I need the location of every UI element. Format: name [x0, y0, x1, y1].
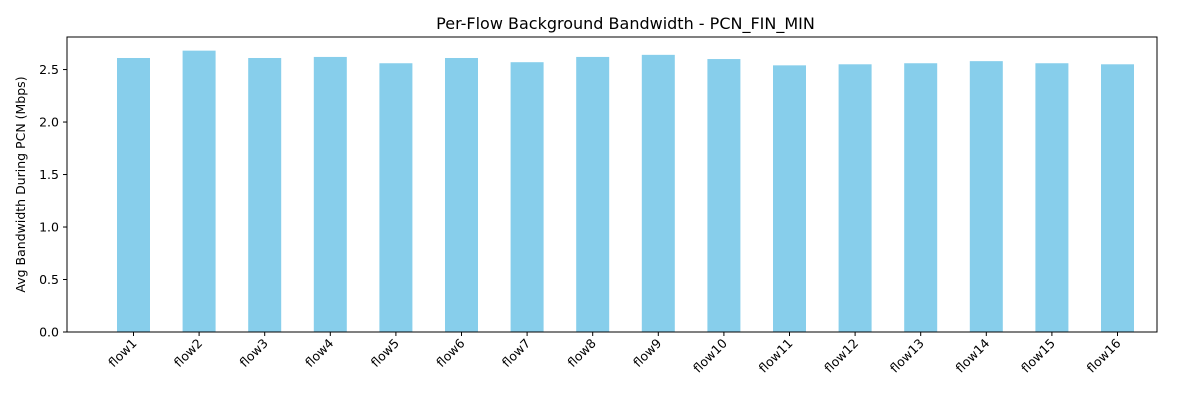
bar-flow3: [248, 57, 282, 333]
bar-flow10: [707, 59, 741, 332]
bar-flow6: [445, 57, 478, 333]
bar-flow12: [838, 64, 872, 332]
bar-flow13: [904, 63, 938, 333]
bar-flow16: [1101, 64, 1134, 332]
y-tick-label: 0.5: [39, 272, 59, 287]
x-tick-label: flow10: [690, 335, 730, 375]
bar-flow14: [969, 61, 1003, 333]
x-tick-label: flow16: [1084, 335, 1124, 375]
y-tick-label: 0.0: [39, 325, 59, 340]
x-tick-label: flow4: [302, 335, 336, 369]
bar-flow7: [510, 62, 544, 332]
bar-flow8: [576, 56, 610, 332]
x-tick-label: flow3: [236, 336, 270, 370]
x-tick-label: flow11: [756, 336, 796, 376]
chart-title: Per-Flow Background Bandwidth - PCN_FIN_…: [436, 14, 815, 34]
x-tick-label: flow6: [433, 335, 467, 369]
bar-flow15: [1035, 63, 1069, 333]
bar-flow5: [379, 63, 413, 333]
y-tick-label: 1.5: [39, 167, 59, 182]
x-tick-label: flow7: [499, 336, 533, 370]
plot-frame: [66, 36, 1158, 333]
x-axis-ticks: flow1 flow2 flow3 flow4 flow5 flow6 flow7 flow8…: [105, 332, 1124, 376]
x-tick-label: flow8: [564, 335, 598, 369]
y-axis-ticks: 0.0 0.5 1.0 1.5 2.0 2.5: [39, 62, 67, 340]
y-tick-label: 2.0: [39, 115, 59, 130]
x-tick-label: flow5: [368, 336, 402, 370]
x-tick-label: flow2: [171, 336, 205, 370]
bar-flow9: [641, 54, 675, 332]
y-axis-label: Avg Bandwidth During PCN (Mbps): [13, 76, 28, 292]
x-tick-label: flow14: [952, 335, 992, 375]
bars-group: [117, 50, 1134, 333]
x-tick-label: flow15: [1018, 336, 1058, 376]
bar-flow4: [313, 56, 347, 332]
x-tick-label: flow1: [105, 336, 139, 370]
bar-flow11: [773, 65, 806, 333]
bar-flow2: [182, 50, 216, 333]
x-tick-label: flow13: [887, 336, 927, 376]
y-tick-label: 1.0: [39, 220, 59, 235]
x-tick-label: flow9: [630, 335, 664, 369]
bar-flow1: [117, 57, 150, 333]
x-tick-label: flow12: [821, 336, 861, 376]
y-tick-label: 2.5: [39, 62, 59, 77]
